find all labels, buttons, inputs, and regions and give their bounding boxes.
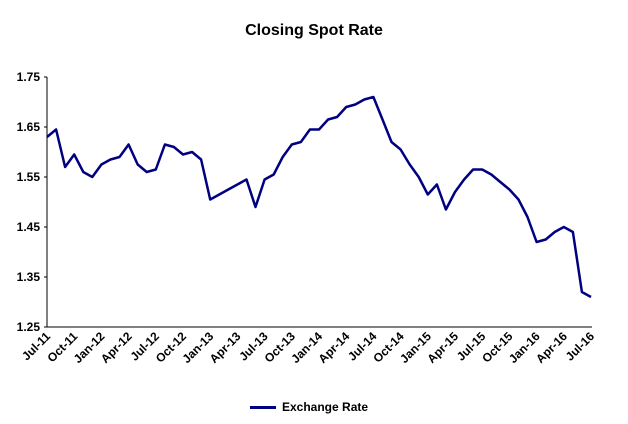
x-tick-labels: Jul-11Oct-11Jan-12Apr-12Jul-12Oct-12Jan-… <box>19 329 597 366</box>
legend-label: Exchange Rate <box>282 400 369 414</box>
legend-swatch <box>250 405 276 409</box>
x-tick-label: Apr-14 <box>316 329 353 366</box>
legend: Exchange Rate <box>250 399 368 415</box>
x-tick-label: Apr-12 <box>98 329 135 366</box>
series-group <box>46 95 592 299</box>
x-tick-label: Apr-16 <box>533 329 570 366</box>
y-tick-labels: 1.25 1.35 1.45 1.55 1.65 1.75 <box>17 70 47 334</box>
y-tick-label: 1.75 <box>17 70 41 84</box>
x-tick-label: Apr-15 <box>424 329 461 366</box>
chart-title: Closing Spot Rate <box>245 22 383 39</box>
y-tick-label: 1.45 <box>17 220 41 234</box>
x-tick-label: Jul-16 <box>563 329 598 364</box>
x-tick-label: Apr-13 <box>207 329 244 366</box>
y-tick-label: 1.25 <box>17 320 41 334</box>
series-line-exchange-rate <box>46 95 592 299</box>
axes <box>46 77 592 328</box>
y-tick-label: 1.55 <box>17 170 41 184</box>
y-tick-label: 1.35 <box>17 270 41 284</box>
y-tick-label: 1.65 <box>17 120 41 134</box>
